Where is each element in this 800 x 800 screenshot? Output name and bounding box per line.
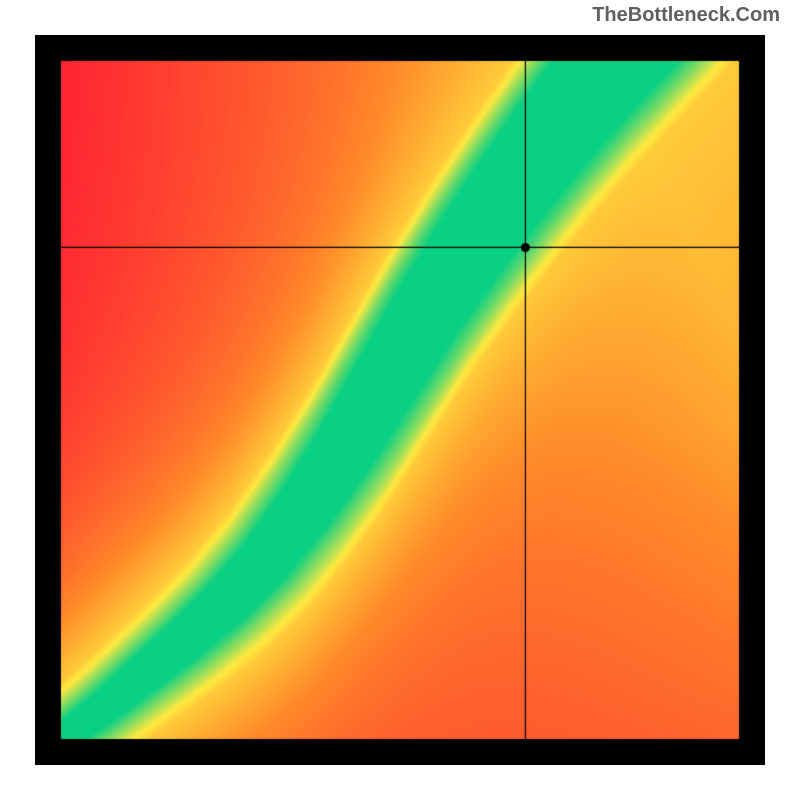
heatmap-canvas — [35, 35, 765, 765]
plot-frame — [35, 35, 765, 765]
chart-container: TheBottleneck.Com — [0, 0, 800, 800]
watermark-text: TheBottleneck.Com — [592, 4, 780, 27]
